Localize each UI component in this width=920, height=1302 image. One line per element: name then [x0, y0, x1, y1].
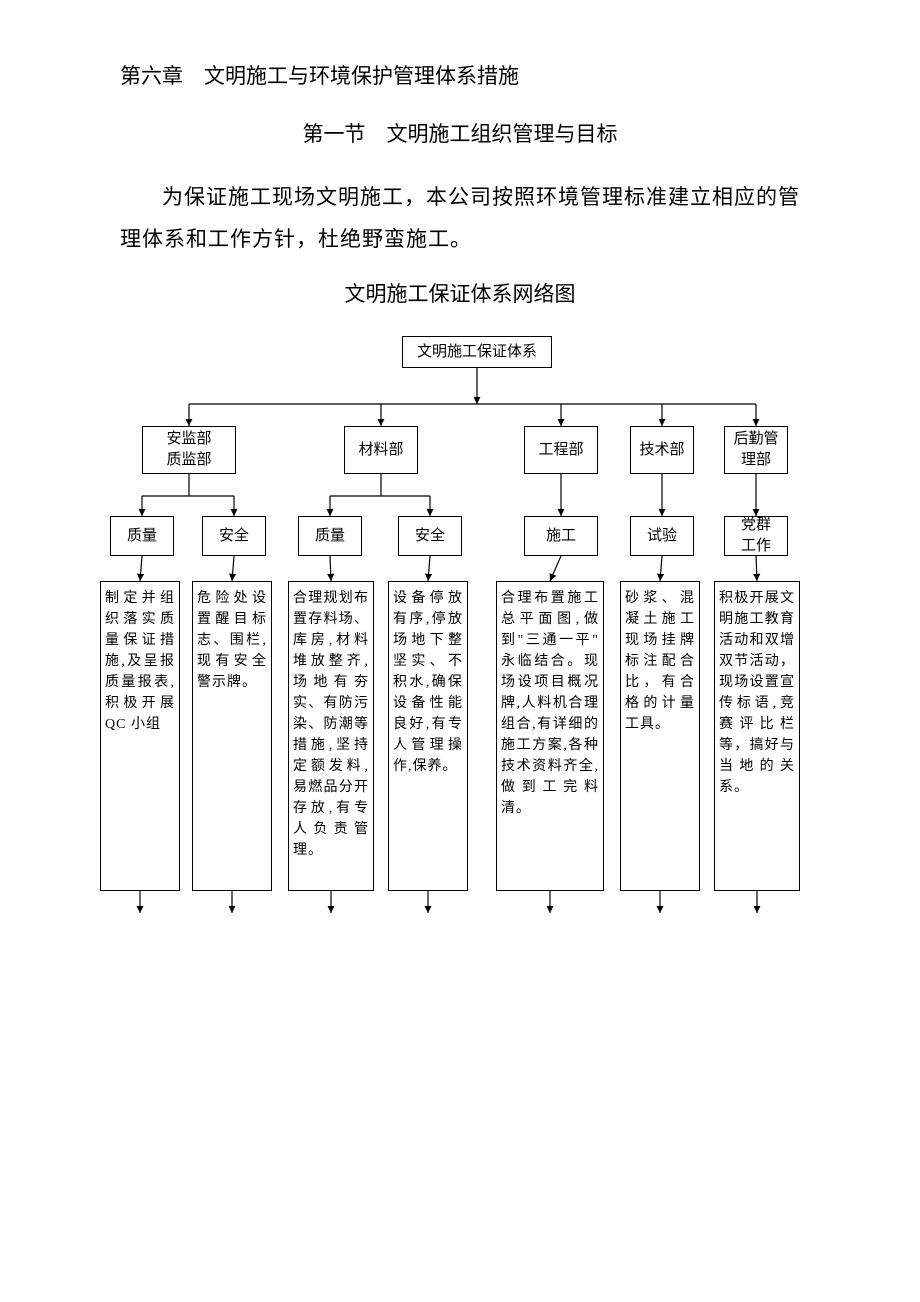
detail-node-3: 设备停放有序,停放场地下整坚实、不积水,确保设备性能良好,有专人管理操作,保养。 — [388, 581, 468, 891]
diagram-title: 文明施工保证体系网络图 — [120, 278, 800, 308]
detail-node-5: 砂浆、混凝土施工现场挂牌标注配合比，有合格的计量工具。 — [620, 581, 700, 891]
dept-node-0: 安监部质监部 — [142, 426, 236, 474]
detail-node-1: 危险处设置醒目标志、围栏,现有安全警示牌。 — [192, 581, 272, 891]
dept-node-4: 后勤管理部 — [724, 426, 788, 474]
sub-node-6: 党群工作 — [724, 516, 788, 556]
chapter-title: 第六章 文明施工与环境保护管理体系措施 — [120, 60, 800, 90]
sub-node-5: 试验 — [630, 516, 694, 556]
sub-node-2: 质量 — [298, 516, 362, 556]
detail-node-0: 制定并组织落实质量保证措施,及呈报质量报表,积极开展QC 小组 — [100, 581, 180, 891]
detail-node-2: 合理规划布置存料场、库房,材料堆放整齐,场地有夯实、有防污染、防潮等措施,坚持定… — [288, 581, 374, 891]
sub-node-4: 施工 — [524, 516, 598, 556]
dept-node-2: 工程部 — [524, 426, 598, 474]
detail-node-4: 合理布置施工总平面图,做到"三通一平" 永临结合。现场设项目概况牌,人料机合理组… — [496, 581, 604, 891]
dept-node-1: 材料部 — [344, 426, 418, 474]
dept-node-3: 技术部 — [630, 426, 694, 474]
sub-node-3: 安全 — [398, 516, 462, 556]
root-node: 文明施工保证体系 — [402, 336, 552, 368]
detail-node-6: 积极开展文明施工教育活动和双增双节活动，现场设置宣传标语,竞赛评比栏等，搞好与当… — [714, 581, 800, 891]
sub-node-1: 安全 — [202, 516, 266, 556]
flowchart-container: 文明施工保证体系安监部质监部材料部工程部技术部后勤管理部质量安全质量安全施工试验… — [100, 336, 820, 976]
intro-paragraph: 为保证施工现场文明施工，本公司按照环境管理标准建立相应的管理体系和工作方针，杜绝… — [120, 176, 800, 260]
section-title: 第一节 文明施工组织管理与目标 — [180, 118, 740, 148]
sub-node-0: 质量 — [110, 516, 174, 556]
